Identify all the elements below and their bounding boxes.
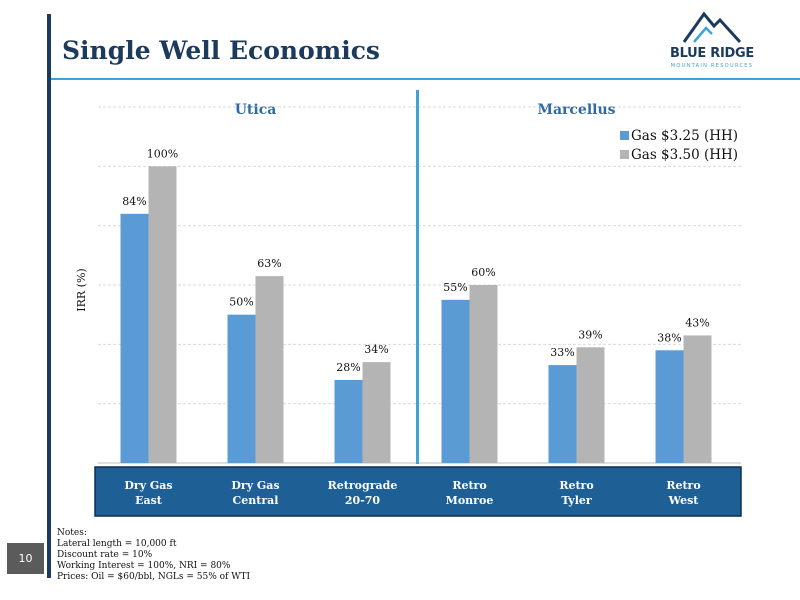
chart-bars [120,166,712,464]
bar-value-label: 63% [257,257,281,270]
category-label: Retrograde [328,479,398,492]
bar-series-1 [120,213,149,463]
bar-series-1 [655,350,684,463]
bar-series-1 [548,365,577,463]
bar-value-label: 55% [443,281,467,294]
company-logo: BLUE RIDGE MOUNTAIN RESOURCES [664,10,760,74]
category-labels: Dry Gas East Dry Gas Central Retrograde 20-70… [124,479,700,507]
bar-value-label: 28% [336,361,360,374]
bar-series-2 [469,285,498,463]
bar-value-label: 84% [122,195,146,208]
bar-value-label: 34% [364,343,388,356]
bar-series-2 [255,276,284,463]
logo-tagline: MOUNTAIN RESOURCES [670,63,754,69]
category-label: 20-70 [345,494,381,507]
mountain-logo-icon [682,11,742,44]
category-label: East [135,494,163,507]
category-label: Dry Gas [231,479,279,492]
footnotes: Notes: Lateral length = 10,000 ft Discou… [57,528,250,583]
legend-swatch [620,131,629,140]
note-line: Working Interest = 100%, NRI = 80% [57,561,231,571]
category-label: Retro [559,479,593,492]
page-title: Single Well Economics [62,36,381,65]
note-line: Prices: Oil = $60/bbl, NGLs = 55% of WTI [57,572,251,582]
bar-value-label: 50% [229,296,253,309]
notes-heading: Notes: [57,528,87,538]
category-label: Central [233,494,279,507]
page-number: 10 [7,543,44,574]
chart-legend: Gas $3.25 (HH) Gas $3.50 (HH) [620,128,738,163]
bar-series-2 [683,335,712,463]
legend-swatch [620,150,629,159]
bar-series-1 [334,379,363,463]
bar-series-1 [441,299,470,463]
category-label: Retro [666,479,700,492]
y-axis-label: IRR (%) [75,268,88,311]
category-label: Tyler [561,494,592,507]
note-line: Lateral length = 10,000 ft [57,539,177,549]
category-label: Dry Gas [124,479,172,492]
region-label: Marcellus [537,102,615,118]
category-label: Monroe [446,494,494,507]
bar-value-label: 60% [471,266,495,279]
chart-value-labels: 84% 100% 50% 63% 28% 34% 55% 60% 33% 39% 38% 43% [122,147,709,374]
header-rule [51,78,800,80]
category-label: Retro [452,479,486,492]
bar-series-2 [576,347,605,463]
bar-value-label: 39% [578,328,602,341]
legend-label: Gas $3.50 (HH) [631,147,738,163]
bar-series-1 [227,314,256,463]
logo-wordmark: BLUE RIDGE [670,46,754,61]
bar-value-label: 33% [550,346,574,359]
region-labels: Utica Marcellus [235,102,616,118]
legend-label: Gas $3.25 (HH) [631,128,738,144]
chart-gridlines [98,106,741,464]
bar-value-label: 100% [147,147,178,160]
left-accent-bar [47,14,51,578]
bar-series-2 [148,166,177,464]
category-label: West [668,494,700,507]
note-line: Discount rate = 10% [57,550,153,560]
bar-value-label: 43% [685,316,709,329]
region-label: Utica [235,102,277,118]
category-band [94,466,742,517]
region-divider [416,90,419,464]
bar-value-label: 38% [657,331,681,344]
bar-series-2 [362,362,391,463]
